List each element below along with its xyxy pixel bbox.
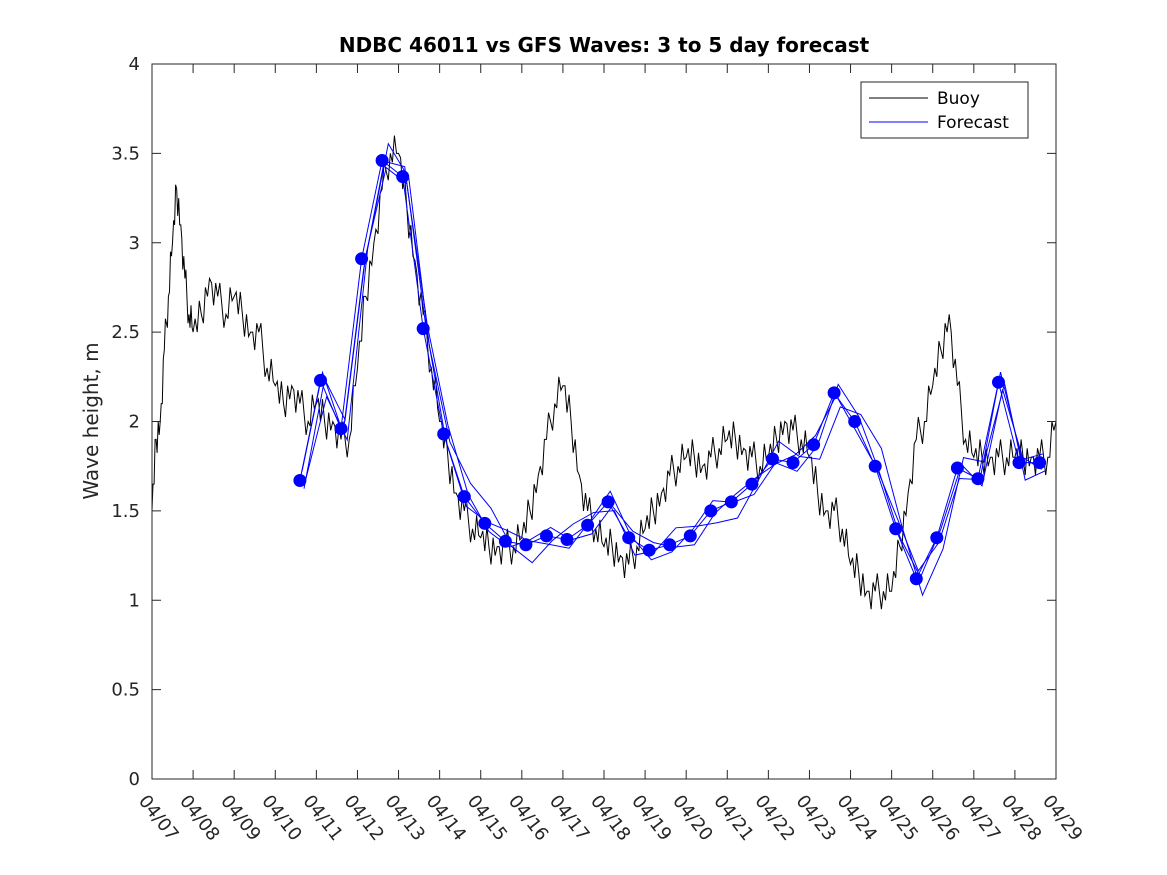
forecast-point	[786, 456, 800, 470]
x-tick-label: 04/11	[298, 791, 346, 845]
x-tick-label: 04/27	[956, 791, 1004, 845]
y-tick-label: 0	[129, 769, 140, 790]
legend-forecast-label: Forecast	[937, 113, 1009, 133]
x-tick-label: 04/28	[997, 791, 1045, 845]
legend-buoy-label: Buoy	[937, 89, 980, 109]
forecast-point	[704, 504, 718, 518]
x-tick-label: 04/21	[709, 791, 757, 845]
x-tick-label: 04/25	[874, 791, 922, 845]
forecast-series-line	[301, 160, 1042, 572]
forecast-series-line	[305, 142, 1046, 597]
x-tick-label: 04/16	[504, 791, 552, 845]
forecast-point	[601, 495, 615, 509]
x-tick-label: 04/18	[586, 791, 634, 845]
x-tick-label: 04/20	[668, 791, 716, 845]
forecast-point	[560, 533, 574, 546]
forecast-point	[314, 373, 327, 387]
x-tick-label: 04/17	[545, 791, 593, 845]
forecast-point	[930, 531, 944, 545]
forecast-point	[992, 375, 1005, 389]
x-tick-label: 04/09	[216, 791, 264, 845]
x-tick-label: 04/14	[422, 791, 470, 845]
y-tick-label: 1	[129, 590, 140, 611]
forecast-point	[437, 427, 451, 441]
x-tick-label: 04/07	[134, 791, 182, 845]
x-tick-label: 04/12	[340, 791, 388, 845]
forecast-point	[457, 490, 471, 504]
forecast-point	[971, 472, 985, 486]
x-tick-label: 04/29	[1038, 791, 1086, 845]
y-tick-label: 3	[129, 233, 140, 254]
forecast-point	[396, 170, 410, 184]
x-tick-label: 04/24	[833, 791, 881, 845]
x-tick-label: 04/23	[792, 791, 840, 845]
forecast-point	[581, 518, 595, 532]
y-tick-label: 3.5	[111, 143, 140, 164]
x-tick-label: 04/08	[175, 791, 223, 845]
plot-frame	[151, 63, 1057, 780]
legend-box	[860, 81, 1029, 139]
chart-title: NDBC 46011 vs GFS Waves: 3 to 5 day fore…	[339, 33, 870, 57]
forecast-point	[355, 252, 369, 266]
forecast-point	[848, 415, 862, 428]
y-tick-label: 2.5	[111, 322, 140, 343]
x-tick-label: 04/19	[627, 791, 675, 845]
forecast-point	[540, 529, 553, 543]
y-tick-label: 4	[129, 54, 140, 75]
forecast-point	[416, 322, 430, 336]
x-tick-label: 04/26	[915, 791, 963, 845]
forecast-point	[1033, 456, 1047, 470]
forecast-point	[950, 461, 964, 475]
forecast-point	[807, 438, 821, 452]
forecast-point	[724, 495, 738, 509]
x-tick-label: 04/10	[257, 791, 305, 845]
y-tick-labels: 0 0.5 1 1.5 2 2.5 3 3.5 4	[111, 54, 140, 790]
forecast-point	[334, 422, 348, 436]
forecast-point	[293, 474, 307, 487]
forecast-point	[745, 477, 759, 491]
forecast-point	[889, 522, 903, 536]
forecast-point	[868, 459, 882, 473]
y-tick-label: 1.5	[111, 501, 140, 522]
forecast-point	[1012, 456, 1026, 470]
x-tick-label: 04/13	[381, 791, 429, 845]
plot-background	[152, 64, 1056, 779]
forecast-point	[478, 516, 492, 530]
series-layer	[151, 135, 1057, 610]
forecast-point	[498, 534, 512, 548]
legend: Buoy Forecast	[860, 81, 1029, 139]
buoy-series-line	[151, 135, 1057, 610]
y-tick-label: 0.5	[111, 680, 140, 701]
forecast-point	[622, 531, 636, 545]
forecast-point	[683, 529, 697, 543]
forecast-point	[642, 543, 656, 557]
forecast-point	[519, 538, 533, 552]
x-tick-labels: 04/0704/0804/0904/1004/1104/1204/1304/14…	[134, 791, 1086, 845]
forecast-point	[766, 452, 779, 466]
forecast-point	[827, 386, 841, 400]
forecast-point	[375, 154, 389, 167]
y-tick-label: 2	[129, 412, 140, 433]
y-axis-label: Wave height, m	[79, 342, 103, 499]
x-tick-label: 04/15	[463, 791, 511, 845]
forecast-point	[909, 572, 923, 586]
x-tick-label: 04/22	[750, 791, 798, 845]
forecast-point	[663, 538, 677, 552]
